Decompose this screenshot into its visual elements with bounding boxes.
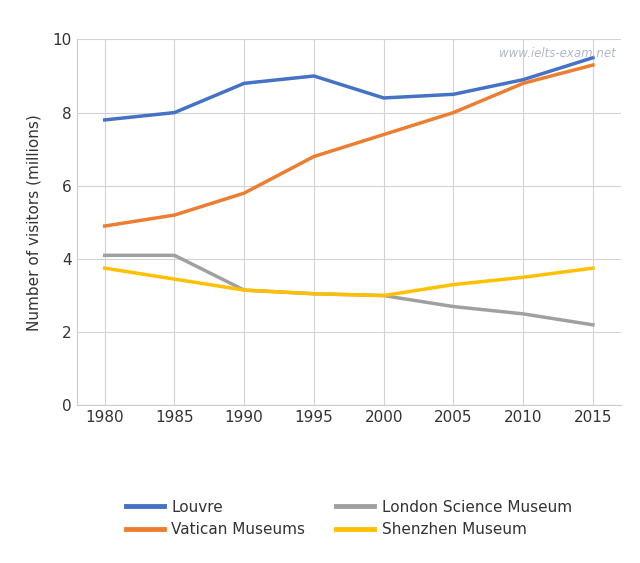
Text: www.ielts-exam.net: www.ielts-exam.net <box>499 47 615 60</box>
Y-axis label: Number of visitors (millions): Number of visitors (millions) <box>27 114 42 330</box>
Legend: Louvre, Vatican Museums, London Science Museum, Shenzhen Museum: Louvre, Vatican Museums, London Science … <box>120 494 578 543</box>
